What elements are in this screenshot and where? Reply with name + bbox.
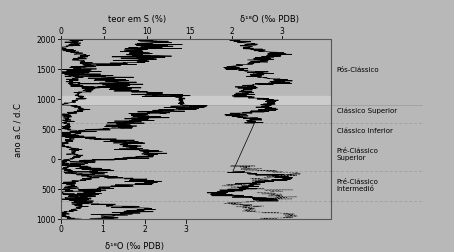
Text: Pré-Clássico
Intermedió: Pré-Clássico Intermedió <box>337 179 379 192</box>
Text: 10: 10 <box>142 27 152 36</box>
Text: 500: 500 <box>41 185 56 194</box>
Text: Clássico Superior: Clássico Superior <box>337 107 397 114</box>
Text: 500: 500 <box>41 125 56 134</box>
Text: 0: 0 <box>59 27 64 36</box>
Text: 0: 0 <box>51 155 56 164</box>
Bar <box>61 97 331 106</box>
Text: 15: 15 <box>185 27 195 36</box>
Text: 5: 5 <box>102 27 107 36</box>
Text: 1000: 1000 <box>36 96 56 104</box>
Text: 2: 2 <box>230 27 234 36</box>
Text: δ¹⁸O (‰ PDB): δ¹⁸O (‰ PDB) <box>240 15 299 24</box>
Text: 1: 1 <box>101 224 105 233</box>
Text: 1500: 1500 <box>36 66 56 75</box>
Text: ano a.C / d.C: ano a.C / d.C <box>14 103 23 156</box>
Text: 0: 0 <box>59 224 64 233</box>
Text: Pós-Clássico: Pós-Clássico <box>337 67 380 73</box>
Text: Pré-Clássico
Superior: Pré-Clássico Superior <box>337 147 379 160</box>
Text: 3: 3 <box>184 224 189 233</box>
Text: Clássico Inferior: Clássico Inferior <box>337 128 393 134</box>
Text: 2000: 2000 <box>36 36 56 45</box>
Text: 3: 3 <box>279 27 284 36</box>
Text: δ¹⁸O (‰ PDB): δ¹⁸O (‰ PDB) <box>105 241 164 250</box>
Text: teor em S (%): teor em S (%) <box>108 15 166 24</box>
Text: 1000: 1000 <box>36 215 56 224</box>
Text: 2: 2 <box>142 224 147 233</box>
